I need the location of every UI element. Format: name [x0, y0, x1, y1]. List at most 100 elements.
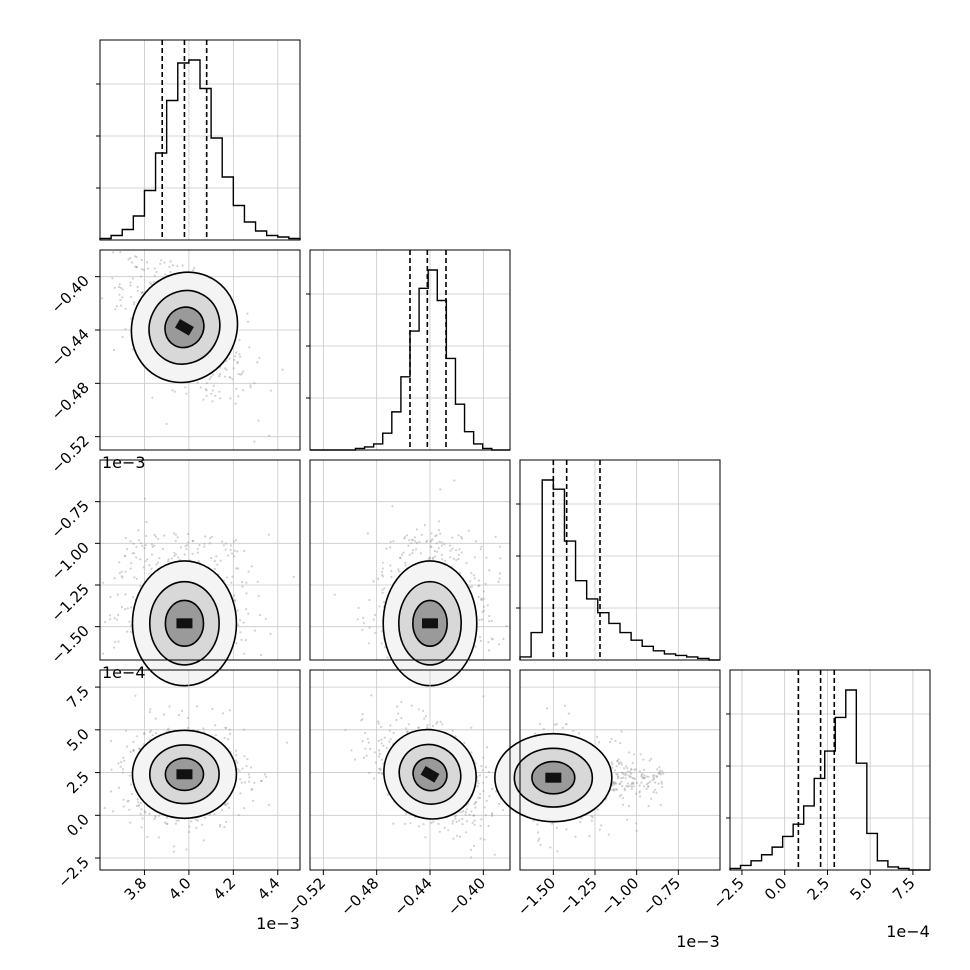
sample-point: [169, 260, 172, 263]
sample-point: [635, 829, 638, 832]
sample-point: [137, 803, 141, 807]
sample-point: [130, 261, 134, 264]
sample-point: [386, 656, 389, 659]
sample-point: [423, 717, 426, 720]
sample-point: [383, 587, 386, 590]
sample-point: [468, 813, 471, 816]
sample-point: [424, 715, 428, 718]
sample-point: [430, 545, 433, 549]
sample-point: [166, 728, 169, 731]
sample-point: [119, 251, 122, 254]
sample-point: [361, 713, 364, 716]
sample-point: [407, 723, 410, 726]
sample-point: [486, 746, 489, 749]
sample-point: [397, 570, 400, 573]
sample-point: [257, 419, 260, 422]
sample-point: [619, 782, 622, 785]
sample-point: [175, 819, 178, 822]
sample-point: [202, 727, 205, 730]
sample-point: [389, 564, 392, 567]
panel-frame: [309, 669, 511, 871]
sample-point: [430, 532, 433, 535]
sample-point: [124, 536, 127, 540]
x-tick-label: 4.2: [210, 874, 240, 904]
sample-point: [397, 568, 400, 571]
sample-point: [209, 376, 213, 379]
sample-point: [165, 816, 169, 819]
sample-point: [638, 784, 641, 787]
sample-point: [440, 558, 444, 561]
y-tick-label: −1.25: [48, 580, 93, 625]
sample-point: [479, 824, 482, 828]
sample-point: [243, 728, 246, 731]
sample-point: [479, 639, 482, 643]
sample-point: [243, 652, 246, 655]
sample-point: [501, 808, 505, 812]
sample-point: [408, 553, 411, 556]
sample-point: [612, 789, 615, 792]
sample-point: [367, 741, 370, 744]
sample-point: [406, 730, 409, 733]
sample-point: [484, 582, 487, 586]
sample-point: [131, 277, 135, 280]
sample-point: [480, 545, 483, 548]
sample-point: [647, 785, 650, 788]
sample-point: [436, 550, 439, 554]
sample-point: [166, 822, 169, 826]
sample-point: [497, 643, 500, 646]
sample-point: [410, 542, 413, 545]
sample-point: [591, 816, 594, 819]
sample-point: [373, 751, 376, 754]
sample-point: [545, 707, 549, 710]
sample-point: [616, 777, 620, 780]
sample-point: [219, 397, 222, 400]
sample-point: [139, 812, 142, 815]
sample-point: [216, 563, 219, 566]
sample-point: [137, 801, 140, 804]
sample-point: [435, 542, 438, 545]
y-axis-offset: 1e−3: [102, 453, 146, 472]
sample-point: [408, 539, 411, 542]
sample-point: [214, 394, 217, 397]
sample-point: [449, 544, 452, 547]
sample-point: [145, 520, 148, 524]
sample-point: [223, 736, 226, 739]
sample-point: [128, 620, 131, 623]
sample-point: [657, 772, 660, 775]
sample-point: [579, 821, 582, 824]
x-tick-label: −0.40: [444, 874, 489, 919]
sample-point: [621, 803, 625, 806]
panel-frame: [519, 669, 721, 871]
sample-point: [464, 813, 467, 816]
sample-point: [640, 781, 643, 784]
sample-point: [143, 810, 146, 813]
panel-frame: [729, 669, 931, 871]
sample-point: [555, 723, 559, 726]
sample-point: [203, 545, 206, 549]
sample-point: [470, 751, 473, 754]
sample-point: [616, 773, 619, 776]
x-tick-label: 0.0: [761, 874, 791, 904]
sample-point: [167, 727, 170, 730]
sample-point: [210, 556, 213, 560]
sample-point: [135, 545, 138, 548]
sample-point: [629, 770, 632, 774]
sample-point: [659, 769, 662, 772]
sample-point: [483, 806, 486, 809]
sample-point: [141, 544, 144, 548]
sample-point: [138, 539, 141, 542]
sample-point: [417, 726, 421, 729]
sample-point: [129, 256, 132, 260]
sample-point: [439, 532, 442, 535]
sample-point: [140, 808, 143, 811]
sample-point: [580, 817, 583, 820]
sample-point: [417, 825, 421, 828]
sample-point: [632, 785, 635, 788]
y-tick-label: 2.5: [63, 768, 93, 798]
sample-point: [472, 844, 475, 848]
sample-point: [613, 769, 617, 772]
sample-point: [153, 817, 156, 821]
sample-point: [141, 268, 144, 271]
sample-point: [430, 821, 433, 825]
sample-point: [124, 570, 127, 573]
